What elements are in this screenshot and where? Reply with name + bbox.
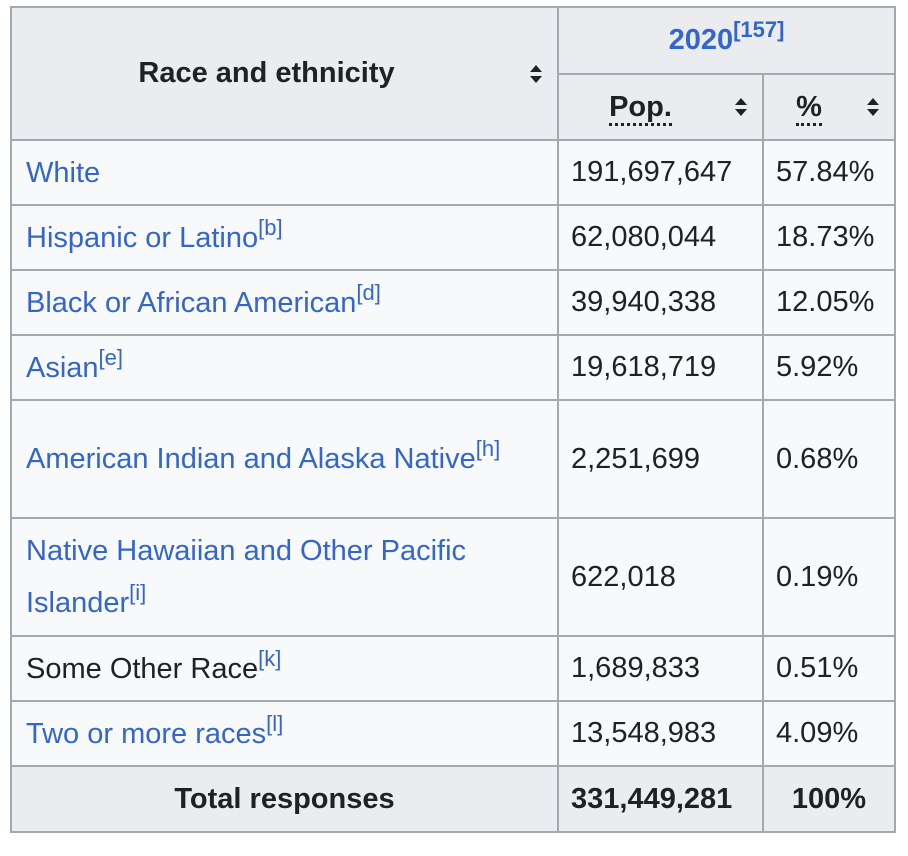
table-row: White 191,697,647 57.84% <box>10 139 896 206</box>
population-column-header[interactable]: Pop. <box>557 73 764 141</box>
total-label: Total responses <box>10 765 559 833</box>
year-reference-link[interactable]: [157] <box>733 17 785 42</box>
race-link-black[interactable]: Black or African American <box>26 286 357 319</box>
footnote-link[interactable]: [e] <box>98 344 124 370</box>
table-row: Hispanic or Latino[b] 62,080,044 18.73% <box>10 204 896 271</box>
population-cell: 1,689,833 <box>557 635 764 702</box>
race-link-american-indian[interactable]: American Indian and Alaska Native <box>26 443 476 475</box>
percent-cell: 4.09% <box>762 700 896 767</box>
race-link-white[interactable]: White <box>26 156 101 189</box>
percent-cell: 5.92% <box>762 334 896 401</box>
total-percent: 100% <box>762 765 896 833</box>
population-cell: 13,548,983 <box>557 700 764 767</box>
race-ethnicity-table: Race and ethnicity 2020[157] Pop. % <box>10 6 896 833</box>
population-cell: 39,940,338 <box>557 269 764 336</box>
footnote-link[interactable]: [k] <box>258 645 282 671</box>
table-row: Asian[e] 19,618,719 5.92% <box>10 334 896 401</box>
footnote-link[interactable]: [l] <box>266 710 284 736</box>
race-link-native-hawaiian[interactable]: Native Hawaiian and Other Pacific Island… <box>26 535 467 619</box>
percent-column-header[interactable]: % <box>762 73 896 141</box>
percent-header-label: % <box>796 90 822 126</box>
population-cell: 622,018 <box>557 517 764 637</box>
race-link-hispanic[interactable]: Hispanic or Latino <box>26 221 259 254</box>
percent-cell: 12.05% <box>762 269 896 336</box>
table-row: Native Hawaiian and Other Pacific Island… <box>10 517 896 637</box>
sort-updown-icon[interactable] <box>529 64 543 84</box>
sort-updown-icon[interactable] <box>866 97 880 117</box>
footnote-link[interactable]: [h] <box>475 436 501 461</box>
population-cell: 62,080,044 <box>557 204 764 271</box>
table-row: Two or more races[l] 13,548,983 4.09% <box>10 700 896 767</box>
footnote-link[interactable]: [d] <box>356 279 381 305</box>
race-link-asian[interactable]: Asian <box>26 351 99 384</box>
race-label-some-other: Some Other Race <box>26 652 259 685</box>
table-row: Black or African American[d] 39,940,338 … <box>10 269 896 336</box>
total-population: 331,449,281 <box>557 765 764 833</box>
population-cell: 19,618,719 <box>557 334 764 401</box>
race-column-header[interactable]: Race and ethnicity <box>10 6 559 141</box>
table-row: Some Other Race[k] 1,689,833 0.51% <box>10 635 896 702</box>
percent-cell: 0.68% <box>762 399 896 519</box>
total-row: Total responses 331,449,281 100% <box>10 765 896 833</box>
percent-cell: 0.51% <box>762 635 896 702</box>
year-column-group-header: 2020[157] <box>557 6 896 75</box>
percent-cell: 18.73% <box>762 204 896 271</box>
percent-cell: 0.19% <box>762 517 896 637</box>
percent-cell: 57.84% <box>762 139 896 206</box>
race-link-two-or-more[interactable]: Two or more races <box>26 717 267 750</box>
footnote-link[interactable]: [b] <box>258 214 283 240</box>
table-row: American Indian and Alaska Native[h] 2,2… <box>10 399 896 519</box>
population-header-label: Pop. <box>609 90 672 126</box>
year-link[interactable]: 2020 <box>668 24 734 56</box>
population-cell: 191,697,647 <box>557 139 764 206</box>
race-header-label: Race and ethnicity <box>138 57 395 89</box>
footnote-link[interactable]: [i] <box>129 580 147 605</box>
population-cell: 2,251,699 <box>557 399 764 519</box>
sort-updown-icon[interactable] <box>734 97 748 117</box>
